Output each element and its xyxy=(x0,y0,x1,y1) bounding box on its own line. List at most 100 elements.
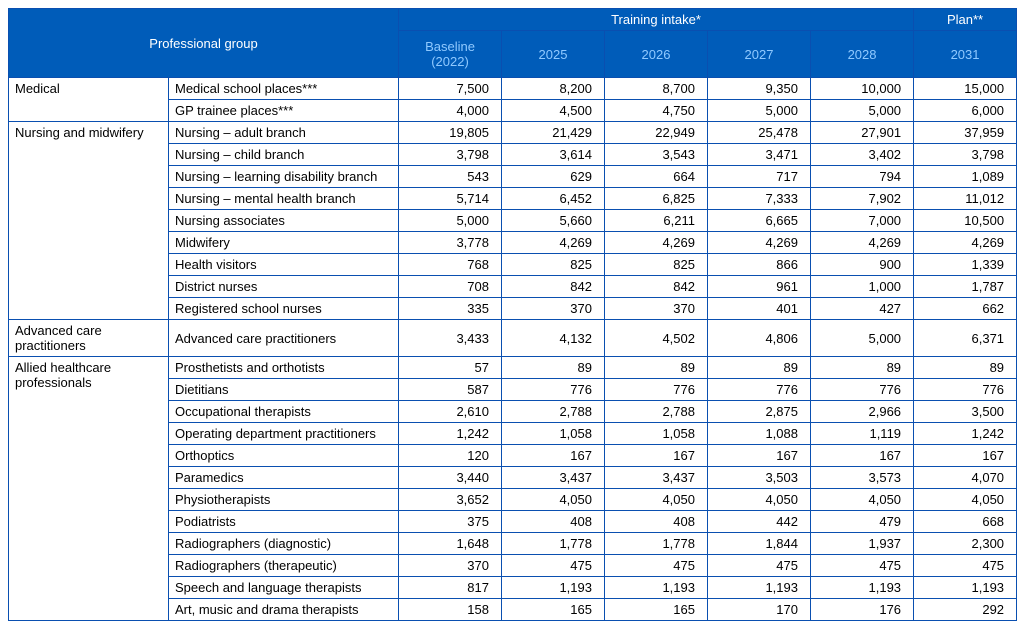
value-cell: 5,000 xyxy=(811,320,914,357)
value-cell: 475 xyxy=(605,555,708,577)
value-cell: 6,452 xyxy=(502,188,605,210)
sub-label: Nursing associates xyxy=(169,210,399,232)
value-cell: 2,610 xyxy=(399,401,502,423)
value-cell: 4,070 xyxy=(914,467,1017,489)
header-plan: Plan** xyxy=(914,9,1017,31)
value-cell: 708 xyxy=(399,276,502,298)
value-cell: 4,750 xyxy=(605,100,708,122)
value-cell: 825 xyxy=(605,254,708,276)
value-cell: 15,000 xyxy=(914,78,1017,100)
value-cell: 3,500 xyxy=(914,401,1017,423)
value-cell: 475 xyxy=(502,555,605,577)
value-cell: 6,000 xyxy=(914,100,1017,122)
value-cell: 776 xyxy=(708,379,811,401)
value-cell: 167 xyxy=(811,445,914,467)
value-cell: 5,000 xyxy=(399,210,502,232)
value-cell: 4,000 xyxy=(399,100,502,122)
value-cell: 3,437 xyxy=(605,467,708,489)
value-cell: 3,778 xyxy=(399,232,502,254)
value-cell: 8,200 xyxy=(502,78,605,100)
value-cell: 3,440 xyxy=(399,467,502,489)
value-cell: 7,000 xyxy=(811,210,914,232)
value-cell: 900 xyxy=(811,254,914,276)
category-cell: Allied healthcare professionals xyxy=(9,357,169,621)
value-cell: 776 xyxy=(502,379,605,401)
value-cell: 3,573 xyxy=(811,467,914,489)
value-cell: 1,119 xyxy=(811,423,914,445)
value-cell: 1,778 xyxy=(502,533,605,555)
sub-label: Occupational therapists xyxy=(169,401,399,423)
value-cell: 629 xyxy=(502,166,605,188)
table-row: MedicalMedical school places***7,5008,20… xyxy=(9,78,1017,100)
value-cell: 3,437 xyxy=(502,467,605,489)
value-cell: 842 xyxy=(605,276,708,298)
value-cell: 475 xyxy=(811,555,914,577)
value-cell: 4,806 xyxy=(708,320,811,357)
value-cell: 25,478 xyxy=(708,122,811,144)
value-cell: 4,050 xyxy=(502,489,605,511)
value-cell: 408 xyxy=(605,511,708,533)
value-cell: 961 xyxy=(708,276,811,298)
value-cell: 89 xyxy=(914,357,1017,379)
value-cell: 1,778 xyxy=(605,533,708,555)
value-cell: 370 xyxy=(399,555,502,577)
value-cell: 427 xyxy=(811,298,914,320)
header-year-4: 2028 xyxy=(811,31,914,78)
value-cell: 866 xyxy=(708,254,811,276)
value-cell: 825 xyxy=(502,254,605,276)
sub-label: Nursing – adult branch xyxy=(169,122,399,144)
value-cell: 4,269 xyxy=(914,232,1017,254)
value-cell: 1,242 xyxy=(399,423,502,445)
table-row: Nursing and midwiferyNursing – adult bra… xyxy=(9,122,1017,144)
header-year-5: 2031 xyxy=(914,31,1017,78)
value-cell: 89 xyxy=(708,357,811,379)
value-cell: 1,844 xyxy=(708,533,811,555)
value-cell: 4,050 xyxy=(811,489,914,511)
value-cell: 167 xyxy=(708,445,811,467)
value-cell: 27,901 xyxy=(811,122,914,144)
value-cell: 717 xyxy=(708,166,811,188)
header-year-1: 2025 xyxy=(502,31,605,78)
value-cell: 408 xyxy=(502,511,605,533)
value-cell: 370 xyxy=(502,298,605,320)
value-cell: 3,798 xyxy=(914,144,1017,166)
value-cell: 2,788 xyxy=(605,401,708,423)
table-row: Advanced care practitionersAdvanced care… xyxy=(9,320,1017,357)
value-cell: 167 xyxy=(605,445,708,467)
sub-label: Podiatrists xyxy=(169,511,399,533)
value-cell: 7,500 xyxy=(399,78,502,100)
value-cell: 4,500 xyxy=(502,100,605,122)
value-cell: 1,339 xyxy=(914,254,1017,276)
value-cell: 2,788 xyxy=(502,401,605,423)
value-cell: 167 xyxy=(914,445,1017,467)
value-cell: 4,132 xyxy=(502,320,605,357)
sub-label: Orthoptics xyxy=(169,445,399,467)
value-cell: 4,050 xyxy=(708,489,811,511)
value-cell: 4,050 xyxy=(605,489,708,511)
value-cell: 89 xyxy=(811,357,914,379)
value-cell: 11,012 xyxy=(914,188,1017,210)
value-cell: 664 xyxy=(605,166,708,188)
value-cell: 9,350 xyxy=(708,78,811,100)
sub-label: GP trainee places*** xyxy=(169,100,399,122)
value-cell: 1,193 xyxy=(914,577,1017,599)
value-cell: 4,269 xyxy=(708,232,811,254)
value-cell: 19,805 xyxy=(399,122,502,144)
value-cell: 5,660 xyxy=(502,210,605,232)
value-cell: 1,088 xyxy=(708,423,811,445)
header-year-0: Baseline (2022) xyxy=(399,31,502,78)
value-cell: 8,700 xyxy=(605,78,708,100)
value-cell: 3,433 xyxy=(399,320,502,357)
value-cell: 1,058 xyxy=(502,423,605,445)
value-cell: 3,503 xyxy=(708,467,811,489)
sub-label: Nursing – mental health branch xyxy=(169,188,399,210)
value-cell: 479 xyxy=(811,511,914,533)
value-cell: 165 xyxy=(502,599,605,621)
sub-label: Midwifery xyxy=(169,232,399,254)
header-year-2: 2026 xyxy=(605,31,708,78)
value-cell: 2,966 xyxy=(811,401,914,423)
sub-label: Art, music and drama therapists xyxy=(169,599,399,621)
value-cell: 89 xyxy=(502,357,605,379)
header-training-intake: Training intake* xyxy=(399,9,914,31)
value-cell: 6,371 xyxy=(914,320,1017,357)
